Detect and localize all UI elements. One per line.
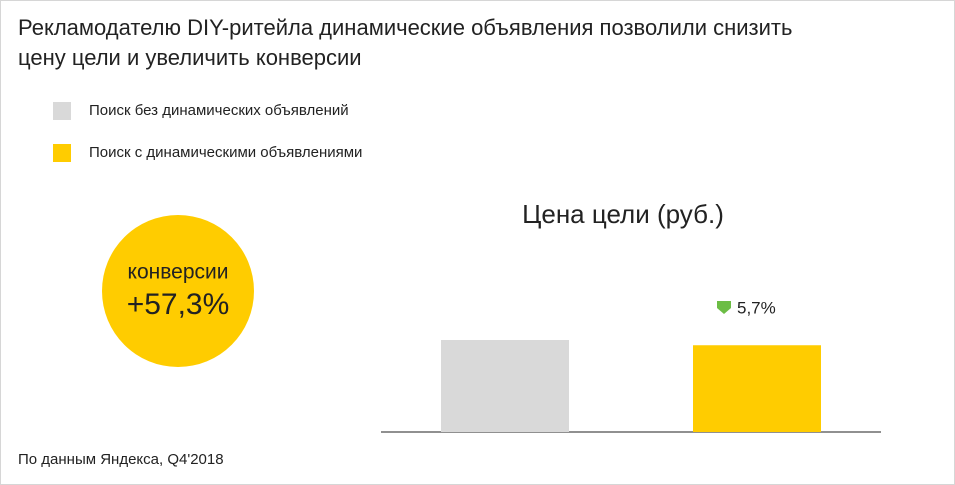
highlight-value: +57,3% (127, 288, 230, 321)
highlight-circle (102, 215, 254, 367)
legend-swatch (53, 102, 71, 120)
source: По данным Яндекса, Q4'2018 (18, 451, 224, 468)
down-icon (717, 301, 731, 314)
chart-title: Цена цели (руб.) (522, 199, 724, 229)
page-title: Рекламодателю DIY-ритейла динамические о… (18, 15, 793, 70)
bar (693, 345, 821, 432)
legend-label: Поиск с динамическими объявлениями (89, 144, 362, 161)
highlight-label: конверсии (128, 261, 229, 284)
bar (441, 340, 569, 432)
legend-swatch (53, 144, 71, 162)
legend-label: Поиск без динамических объявлений (89, 102, 349, 119)
annotation: 5,7% (737, 298, 776, 317)
